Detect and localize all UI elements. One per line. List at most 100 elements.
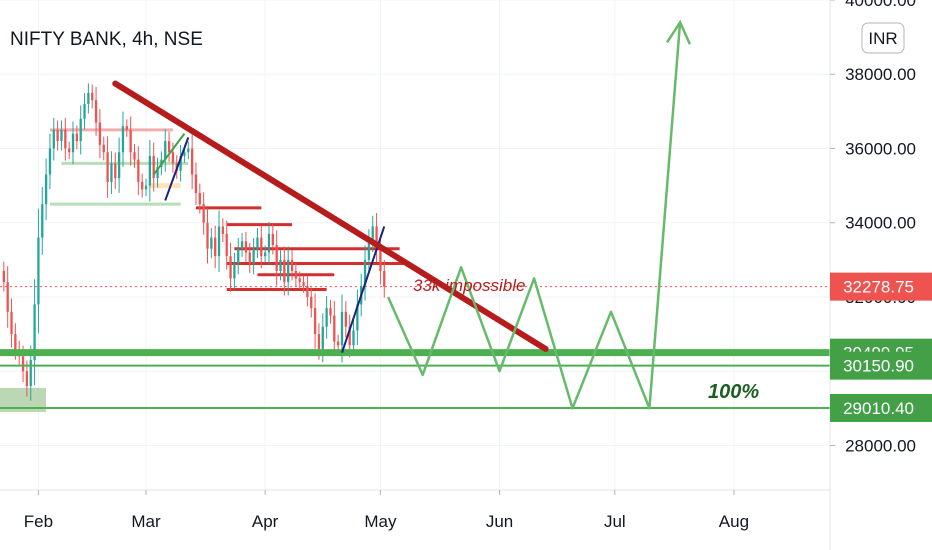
candle-body [367, 241, 371, 260]
x-tick-label: Aug [719, 512, 749, 531]
currency-button[interactable] [861, 22, 905, 54]
candle-body [29, 360, 32, 387]
candle-body [87, 92, 90, 104]
currency-label: INR [868, 29, 897, 48]
candle-body [356, 304, 359, 331]
candle-body [125, 126, 128, 130]
projection-arrowhead [665, 19, 692, 45]
candle-body [198, 193, 201, 205]
symbol-title: NIFTY BANK, 4h, NSE [10, 29, 203, 50]
candle-body [248, 252, 251, 264]
candle-body [83, 103, 86, 119]
y-tick-label: 38000.00 [845, 65, 916, 84]
candle-body [44, 174, 48, 205]
candle-body [33, 304, 36, 361]
candle-body [237, 248, 240, 264]
price-tag-label: 32278.75 [843, 278, 914, 297]
candle-body [325, 308, 328, 327]
candle-body [298, 278, 301, 283]
candle-body [294, 270, 298, 279]
candle-body [340, 311, 344, 346]
candle-body [137, 159, 140, 182]
candle-body [25, 371, 29, 387]
x-tick-label: Feb [24, 512, 53, 531]
candle-body [144, 185, 148, 190]
candle-body [214, 237, 217, 257]
candle-body [183, 152, 186, 156]
candle-body [152, 155, 155, 179]
candle-body [121, 126, 125, 153]
candle-body [233, 263, 236, 279]
candle-body [48, 148, 52, 175]
candle-body [41, 204, 44, 238]
candle-body [190, 148, 194, 175]
candle-body [310, 296, 313, 309]
candle-body [102, 144, 105, 153]
candle-body [279, 259, 282, 271]
candle-body [202, 204, 205, 223]
wedge-line-green [152, 133, 186, 176]
candle-body [352, 330, 355, 346]
candle-body [271, 233, 274, 245]
candle-body [56, 129, 59, 142]
wedge-line [164, 137, 190, 201]
candle-body [210, 237, 213, 249]
candle-body [363, 259, 367, 286]
drawings [0, 19, 830, 410]
y-tick-label: 34000.00 [845, 214, 916, 233]
candle-body [133, 152, 136, 160]
candle-body [71, 133, 75, 153]
price-tag [830, 272, 932, 301]
candle-body [348, 326, 351, 346]
price-tag-label: 29010.40 [843, 399, 914, 418]
candle-body [283, 259, 286, 283]
candle-body [275, 245, 278, 271]
candle-body [114, 163, 117, 179]
candle-body [287, 259, 290, 283]
y-tick-label: 36000.00 [845, 139, 916, 158]
candle-body [290, 259, 294, 271]
candle-body [156, 167, 159, 179]
candle-body [10, 311, 13, 335]
candle-body [225, 233, 228, 257]
x-tick-label: Mar [131, 512, 161, 531]
candle-body [302, 282, 305, 286]
candle-body [221, 226, 225, 234]
candle-body [244, 241, 248, 253]
candle-body [206, 222, 209, 249]
candle-body [329, 308, 332, 316]
candle-body [313, 308, 317, 335]
candle-body [106, 152, 109, 182]
candle-series [2, 83, 386, 401]
y-tick-label: 28000.00 [845, 436, 916, 455]
candle-body [171, 152, 175, 164]
candle-body [164, 141, 167, 160]
candle-body [306, 285, 309, 297]
candle-body [14, 334, 17, 349]
candle-body [321, 326, 324, 349]
candle-body [91, 92, 94, 101]
candle-body [60, 129, 63, 142]
projection-path [386, 22, 682, 410]
impossible-annotation: 33k impossible [413, 276, 525, 295]
candle-body [267, 233, 271, 253]
candle-body [379, 248, 382, 271]
candle-body [317, 334, 321, 349]
candle-body [2, 270, 5, 283]
candle-body [79, 118, 82, 142]
candle-body [229, 256, 232, 279]
y-tick-label: 40000.00 [845, 0, 916, 10]
candle-body [68, 148, 71, 153]
price-tag-label: 30150.90 [843, 357, 914, 376]
candle-body [64, 129, 67, 149]
candle-body [217, 226, 221, 257]
candle-body [194, 174, 198, 194]
percent-annotation: 100% [708, 381, 759, 403]
candle-body [117, 152, 121, 179]
price-tag [830, 351, 932, 380]
candle-body [52, 129, 55, 149]
x-tick-label: Jun [486, 512, 513, 531]
candle-body [75, 133, 79, 142]
